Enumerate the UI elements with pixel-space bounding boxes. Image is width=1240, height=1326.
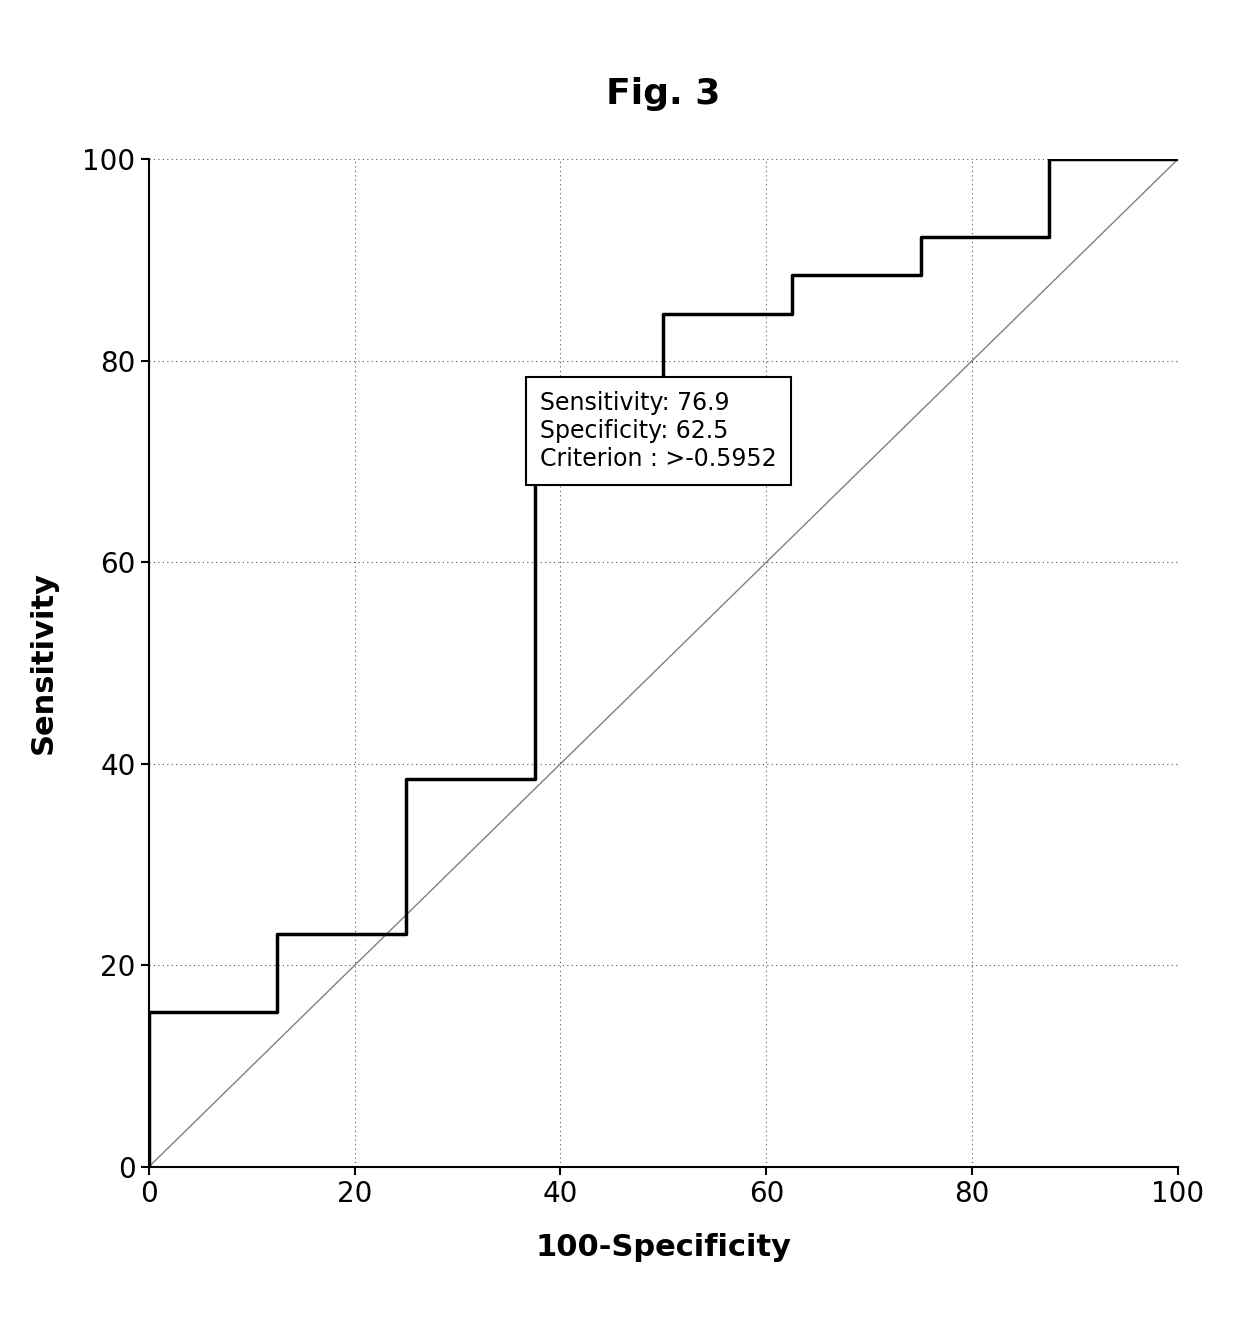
Title: Fig. 3: Fig. 3 xyxy=(606,77,720,110)
X-axis label: 100-Specificity: 100-Specificity xyxy=(536,1233,791,1262)
Text: Sensitivity: 76.9
Specificity: 62.5
Criterion : >-0.5952: Sensitivity: 76.9 Specificity: 62.5 Crit… xyxy=(539,391,776,471)
Y-axis label: Sensitivity: Sensitivity xyxy=(29,572,57,754)
